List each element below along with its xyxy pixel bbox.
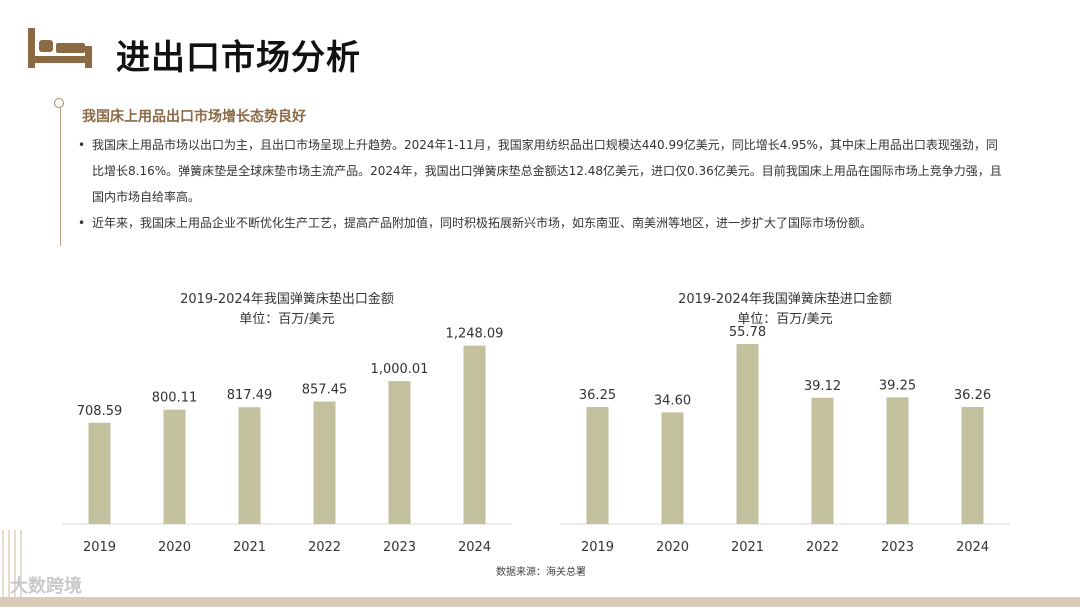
x-tick-label-import-2023: 2023 [881, 540, 914, 555]
bed-icon [28, 28, 92, 68]
x-tick-label-export-2023: 2023 [383, 540, 416, 555]
data-source: 数据来源：海关总署 [496, 567, 586, 578]
bullet-item: • 近年来，我国床上用品企业不断优化生产工艺，提高产品附加值，同时积极拓展新兴市… [78, 210, 1008, 236]
timeline-line [60, 104, 61, 246]
data-label-import-2021: 55.78 [729, 325, 766, 340]
x-tick-label-import-2020: 2020 [656, 540, 689, 555]
chart-title-import: 2019-2024年我国弹簧床垫进口金额 [678, 292, 892, 307]
bottom-bar [0, 597, 1080, 607]
data-label-export-2021: 817.49 [227, 388, 273, 403]
data-label-import-2019: 36.25 [579, 388, 616, 403]
bar-import-2022 [811, 397, 834, 524]
bar-export-2024 [463, 345, 486, 524]
data-label-export-2020: 800.11 [152, 391, 198, 406]
x-tick-label-export-2019: 2019 [83, 540, 116, 555]
bar-export-2022 [313, 401, 336, 524]
bar-export-2023 [388, 381, 411, 524]
x-tick-label-export-2024: 2024 [458, 540, 491, 555]
bar-import-2023 [886, 397, 909, 524]
data-label-import-2022: 39.12 [804, 379, 841, 394]
x-tick-label-export-2022: 2022 [308, 540, 341, 555]
bar-import-2019 [586, 407, 609, 524]
bar-export-2020 [163, 409, 186, 524]
page-title: 进出口市场分析 [116, 38, 361, 78]
chart-title-export: 2019-2024年我国弹簧床垫出口金额 [180, 292, 394, 307]
section-subtitle: 我国床上用品出口市场增长态势良好 [82, 109, 306, 125]
data-label-export-2023: 1,000.01 [371, 362, 429, 377]
decorative-stripes [2, 530, 22, 600]
bar-import-2024 [961, 407, 984, 524]
data-label-export-2022: 857.45 [302, 383, 348, 398]
data-label-export-2019: 708.59 [77, 404, 123, 419]
x-tick-label-import-2024: 2024 [956, 540, 989, 555]
bar-import-2021 [736, 344, 759, 524]
data-label-import-2023: 39.25 [879, 378, 916, 393]
data-label-import-2024: 36.26 [954, 388, 991, 403]
bullet-mark: • [78, 216, 86, 230]
x-tick-label-import-2022: 2022 [806, 540, 839, 555]
bar-import-2020 [661, 412, 684, 524]
x-tick-label-export-2020: 2020 [158, 540, 191, 555]
bar-export-2021 [238, 407, 261, 524]
bullet-mark: • [78, 138, 86, 152]
x-tick-label-export-2021: 2021 [233, 540, 266, 555]
bullet-text: 我国床上用品市场以出口为主，且出口市场呈现上升趋势。2024年1-11月，我国家… [92, 138, 1002, 204]
bullet-item: • 我国床上用品市场以出口为主，且出口市场呈现上升趋势。2024年1-11月，我… [78, 132, 1008, 210]
bullet-list: • 我国床上用品市场以出口为主，且出口市场呈现上升趋势。2024年1-11月，我… [78, 132, 1008, 236]
timeline-dot [54, 98, 64, 108]
bullet-text: 近年来，我国床上用品企业不断优化生产工艺，提高产品附加值，同时积极拓展新兴市场，… [92, 216, 873, 230]
data-label-export-2024: 1,248.09 [446, 327, 504, 342]
bar-export-2019 [88, 422, 111, 524]
x-tick-label-import-2019: 2019 [581, 540, 614, 555]
chart-unit-export: 单位：百万/美元 [239, 312, 335, 327]
data-label-import-2020: 34.60 [654, 393, 691, 408]
x-tick-label-import-2021: 2021 [731, 540, 764, 555]
chart-unit-import: 单位：百万/美元 [737, 312, 833, 327]
brand-logo: 大数跨境 [10, 576, 82, 597]
